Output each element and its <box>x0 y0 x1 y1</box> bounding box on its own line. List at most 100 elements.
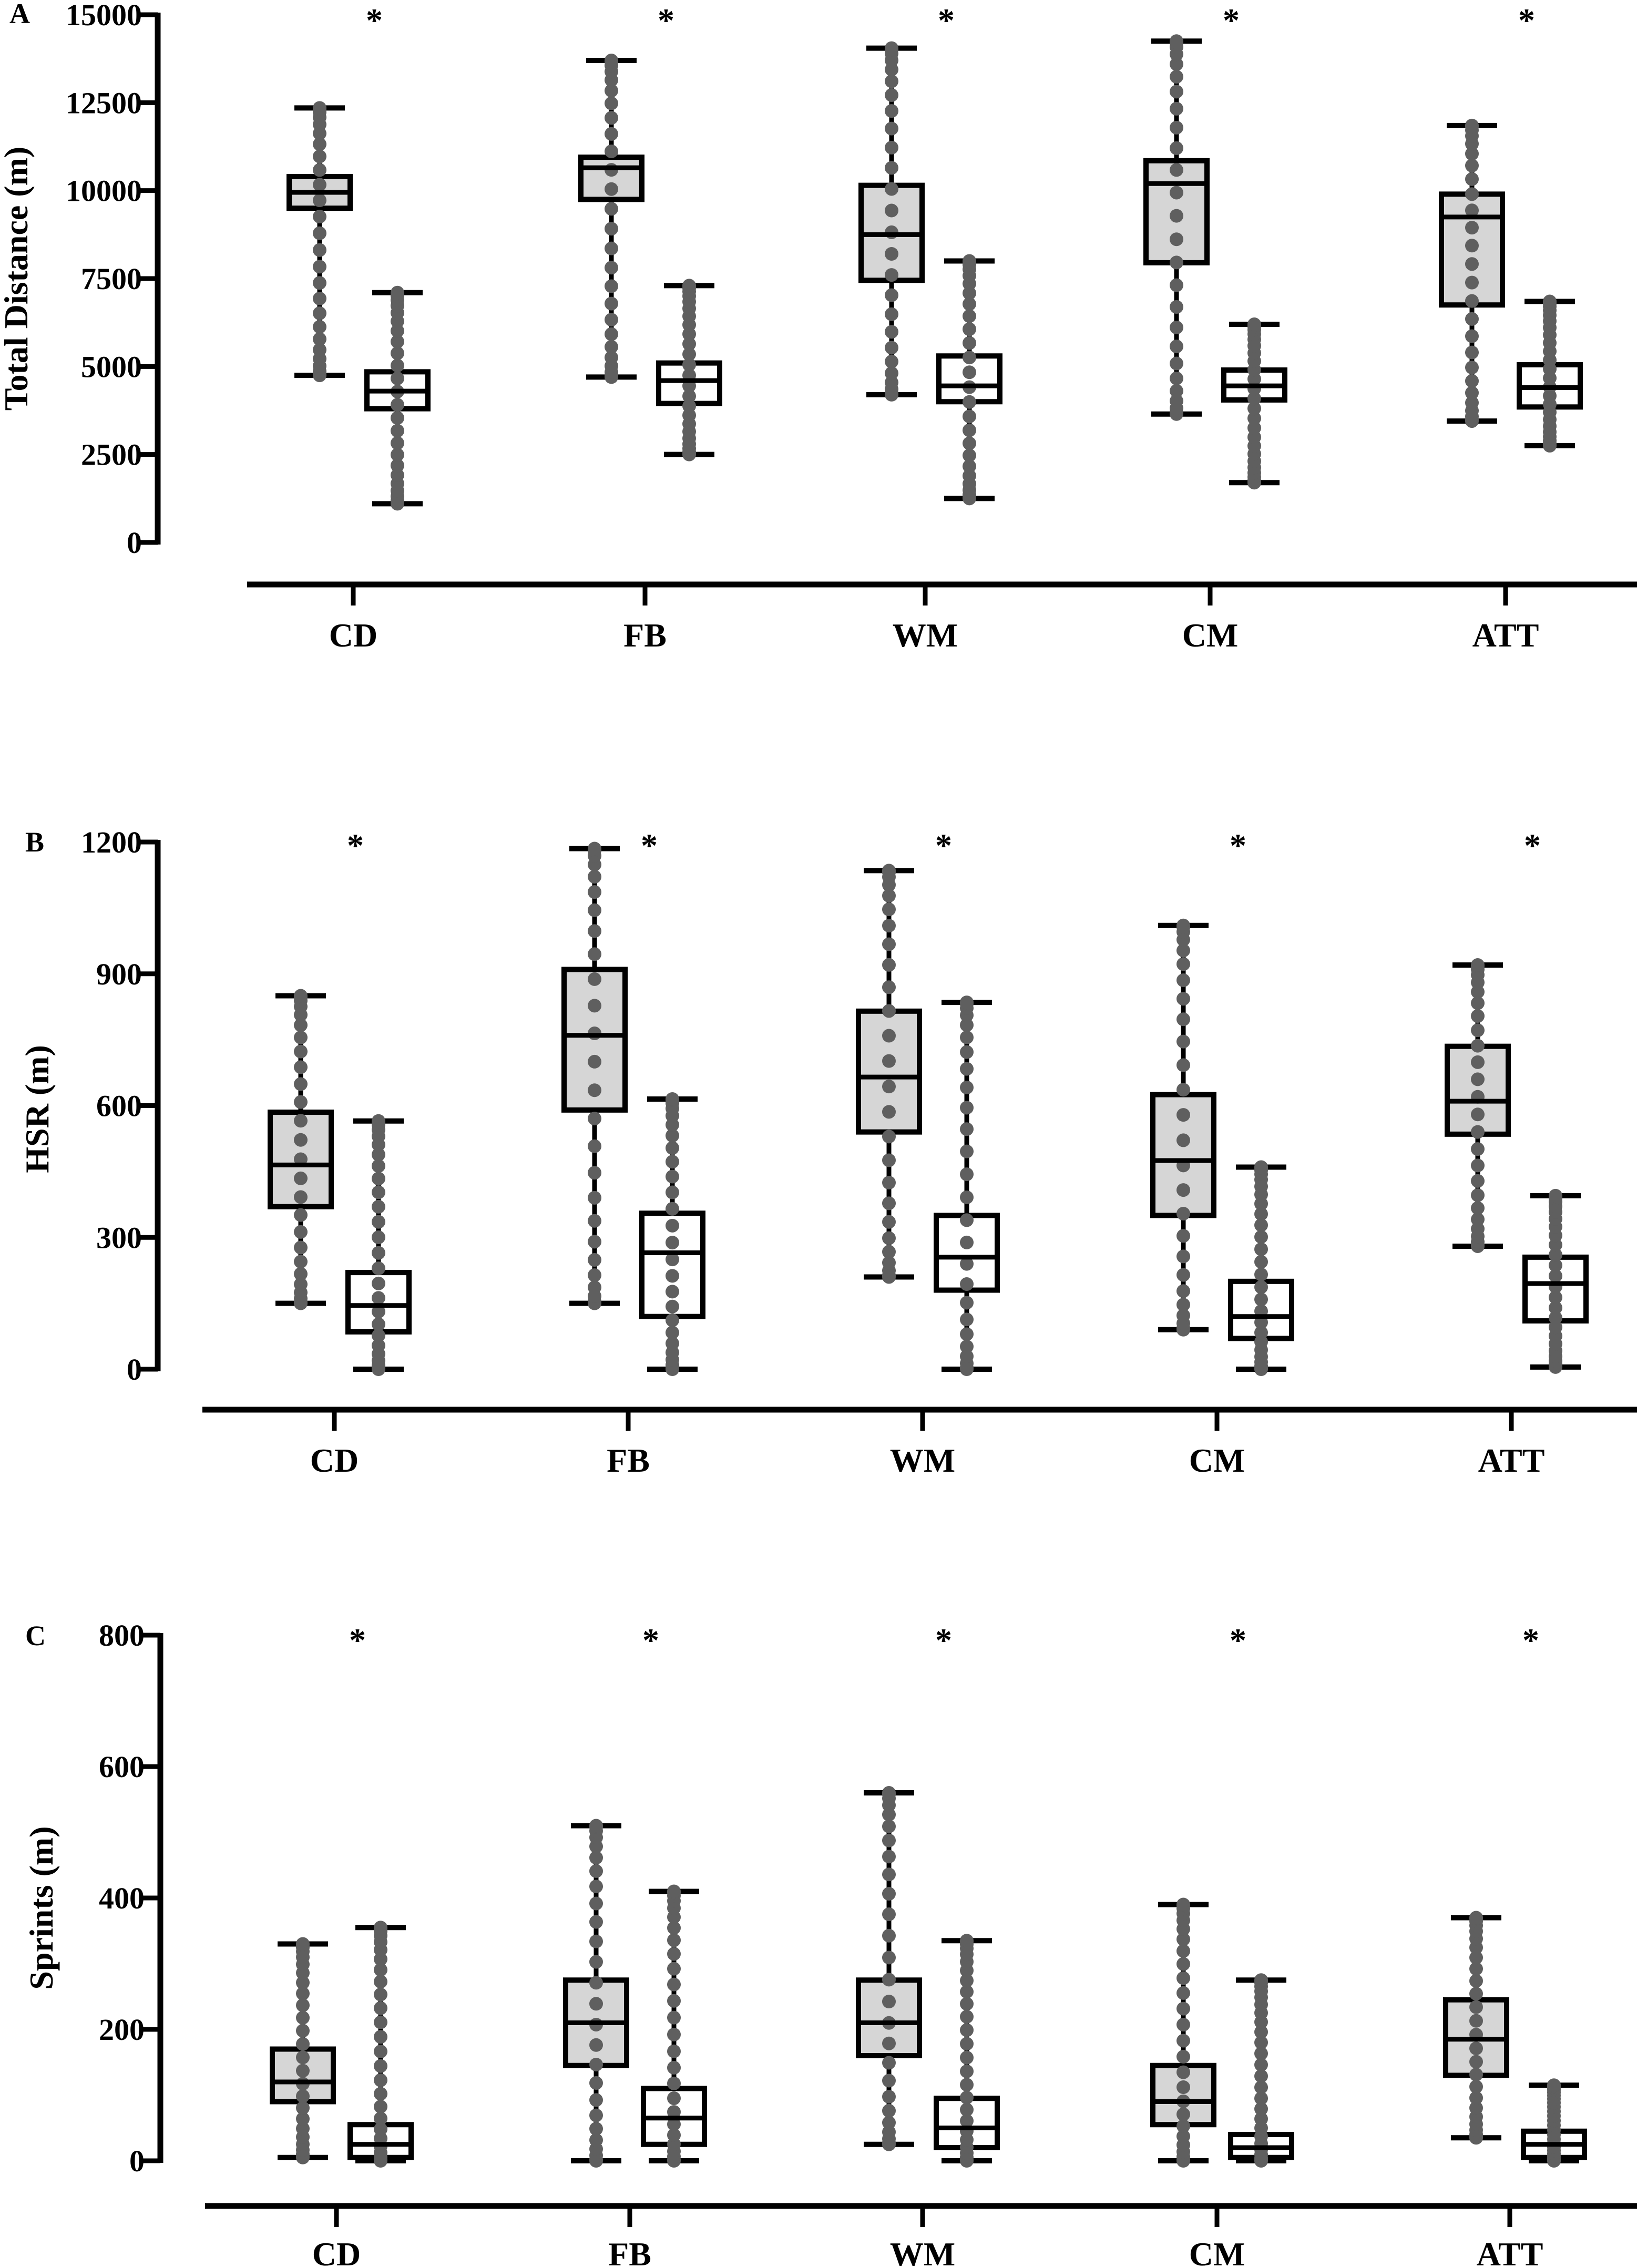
data-point <box>1176 1268 1190 1282</box>
data-point <box>588 924 601 938</box>
data-point <box>1170 255 1183 270</box>
data-point <box>960 2064 974 2078</box>
box-plot-cd-training <box>347 1921 414 2168</box>
data-point <box>1176 2034 1190 2048</box>
data-point <box>1549 1311 1562 1325</box>
data-point <box>667 1884 681 1898</box>
data-point <box>391 448 404 462</box>
data-point <box>960 1339 974 1353</box>
x-tick-label-wm: WM <box>890 2235 955 2268</box>
data-point <box>1471 1188 1485 1202</box>
data-point <box>391 458 404 473</box>
x-tick-label-cm: CM <box>1189 2235 1245 2268</box>
data-point <box>1176 2002 1190 2016</box>
data-point <box>667 1994 681 2008</box>
data-point <box>1170 57 1183 71</box>
data-point <box>882 1029 896 1043</box>
panel-b-hsr: B HSR (m) 0 300 600 900 1200 CD * FB * WM * CM * ATT * <box>18 825 1637 1479</box>
data-point <box>960 1018 974 1032</box>
significance-star: * <box>1223 2 1240 39</box>
data-point <box>589 2093 603 2107</box>
data-point <box>882 2125 896 2139</box>
data-point <box>667 1947 681 1961</box>
data-point <box>666 1299 679 1313</box>
data-point <box>667 2044 681 2058</box>
data-point <box>960 1213 974 1227</box>
data-point <box>885 41 898 55</box>
data-point <box>882 1850 896 1864</box>
data-point <box>1176 1897 1190 1912</box>
data-point <box>605 96 618 110</box>
data-point <box>294 1190 308 1204</box>
box-plot-cm-match <box>1150 918 1216 1337</box>
data-point <box>1176 2107 1190 2121</box>
data-point <box>882 2056 896 2070</box>
box-plot-att-match <box>1439 118 1505 428</box>
significance-star: * <box>347 827 364 864</box>
data-point <box>1247 402 1261 416</box>
data-point <box>960 2078 974 2092</box>
data-point <box>589 2076 603 2090</box>
box-plot-wm-match <box>858 41 925 402</box>
data-point <box>589 2038 603 2052</box>
data-point <box>313 149 326 163</box>
data-point <box>960 2114 974 2128</box>
box-plot-att-training <box>1517 294 1583 453</box>
data-point <box>960 1167 974 1182</box>
box-plot-cm-training <box>1228 1973 1294 2168</box>
x-tick-label-cd: CD <box>329 617 377 654</box>
data-point <box>682 399 696 413</box>
data-point <box>667 2010 681 2025</box>
data-point <box>294 1044 308 1059</box>
data-point <box>391 346 404 361</box>
data-point <box>885 288 898 302</box>
data-point <box>589 2122 603 2136</box>
data-point <box>667 2027 681 2041</box>
data-point <box>1471 1039 1485 1053</box>
data-point <box>1254 1973 1268 1987</box>
box-plot-cd-match <box>287 101 353 383</box>
data-point <box>1254 1292 1268 1307</box>
data-point <box>963 309 976 323</box>
data-point <box>313 306 326 321</box>
x-tick-label-att: ATT <box>1472 617 1539 654</box>
box-plot-wm-match <box>856 1786 922 2151</box>
data-point <box>1465 374 1479 388</box>
data-point <box>667 2117 681 2131</box>
data-point <box>882 1928 896 1943</box>
y-axis-label-b: HSR (m) <box>18 1045 56 1173</box>
data-point <box>1254 1267 1268 1281</box>
data-point <box>296 1976 310 1990</box>
data-point <box>885 247 898 261</box>
data-point <box>1254 2080 1268 2095</box>
box-plot-cd-match <box>268 989 334 1310</box>
data-point <box>666 1141 679 1155</box>
data-point <box>294 1225 308 1239</box>
data-point <box>605 261 618 275</box>
data-point <box>588 1280 601 1295</box>
data-point <box>294 1077 308 1091</box>
data-point <box>1176 1308 1190 1322</box>
data-point <box>882 1995 896 2009</box>
data-point <box>372 1114 385 1128</box>
data-point <box>960 1312 974 1327</box>
data-point <box>1465 147 1479 161</box>
data-point <box>1465 118 1479 132</box>
data-point <box>1471 1174 1485 1188</box>
data-point <box>1471 985 1485 999</box>
data-point <box>1170 209 1183 223</box>
data-point <box>374 2030 387 2044</box>
box-plot-fb-match <box>561 841 628 1310</box>
data-point <box>1549 1258 1562 1272</box>
data-point <box>885 354 898 368</box>
data-point <box>882 2103 896 2118</box>
data-point <box>605 313 618 327</box>
data-point <box>1471 958 1485 972</box>
data-point <box>372 1215 385 1229</box>
data-point <box>1465 361 1479 375</box>
data-point <box>372 1338 385 1352</box>
data-point <box>372 1291 385 1305</box>
data-point <box>589 1864 603 1878</box>
data-point <box>960 2090 974 2105</box>
data-point <box>372 1317 385 1331</box>
